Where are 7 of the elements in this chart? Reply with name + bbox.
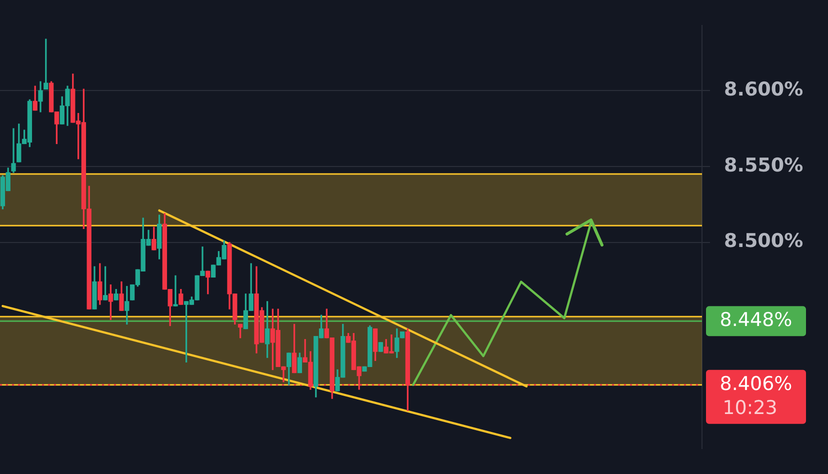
ref-line-label: 8.448% [720, 309, 792, 332]
candlestick [378, 342, 384, 352]
text: 10:23 [722, 396, 778, 419]
y-tick-label: 8.550% [724, 154, 804, 176]
ref-line-label: 8.406% [720, 372, 792, 395]
y-tick-label: 8.500% [724, 230, 804, 252]
y-tick-label: 8.600% [724, 78, 804, 101]
